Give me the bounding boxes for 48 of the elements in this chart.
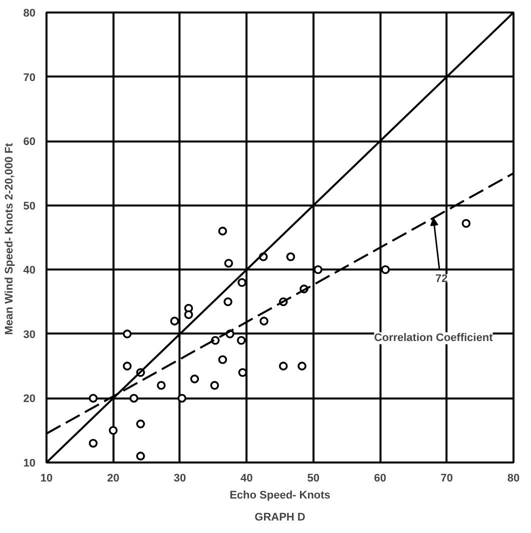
point: [278, 362, 288, 370]
point: [238, 278, 246, 287]
text: GRAPH D: [254, 512, 306, 524]
point: [108, 426, 118, 435]
point: [156, 380, 166, 390]
point: [224, 297, 232, 306]
y-tick-label: 40: [23, 264, 36, 277]
point: [210, 380, 220, 390]
y-tick-label: 20: [23, 393, 36, 406]
point: [122, 362, 132, 370]
point: [88, 438, 98, 448]
point: [122, 330, 132, 338]
point: [136, 420, 145, 428]
y-tick-label: 30: [23, 328, 36, 341]
point: [218, 355, 228, 364]
x-tick-label: 30: [174, 472, 186, 484]
x-tick-label: 40: [240, 472, 253, 484]
point: [190, 374, 200, 384]
point: [224, 258, 234, 268]
y-tick-label: 70: [23, 72, 36, 84]
annotation: 72: [435, 273, 448, 286]
x-tick-label: 70: [440, 472, 453, 484]
x-axis-title: Echo Speed- Knots: [230, 490, 330, 502]
y-tick-label: 60: [23, 136, 36, 148]
point: [314, 265, 322, 274]
point: [88, 394, 98, 403]
point: [260, 316, 268, 326]
point: [286, 252, 296, 262]
y-tick-label: 50: [23, 200, 36, 212]
x-tick-label: 60: [374, 472, 386, 484]
x-tick-label: 10: [40, 472, 53, 484]
point: [184, 310, 193, 320]
annotation: Correlation Coefficient: [374, 332, 494, 344]
y-tick-label: 80: [23, 8, 36, 20]
point: [129, 394, 138, 403]
y-axis-title: Mean Wind Speed- Knots 2-20,000 Ft: [3, 142, 16, 335]
point: [170, 316, 179, 326]
y-tick-label: 10: [23, 458, 36, 470]
point: [298, 362, 306, 370]
point: [462, 218, 471, 228]
x-tick-label: 50: [307, 472, 320, 484]
point: [236, 336, 246, 345]
point: [218, 226, 228, 236]
x-tick-label: 20: [107, 472, 120, 484]
x-tick-label: 80: [507, 472, 520, 484]
point: [381, 265, 390, 274]
point: [178, 394, 186, 403]
point: [136, 452, 145, 460]
